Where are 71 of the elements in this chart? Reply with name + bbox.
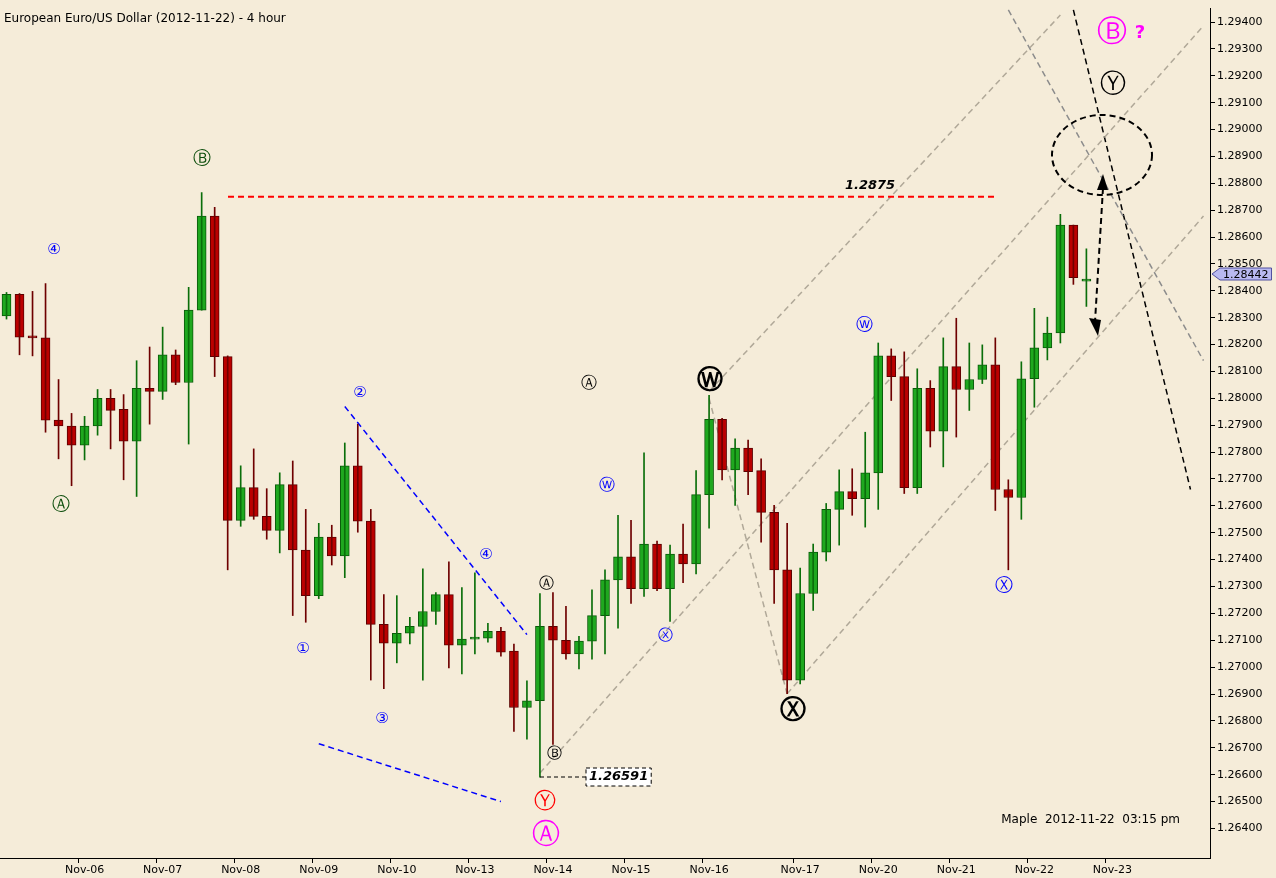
chart-title: European Euro/US Dollar (2012-11-22) - 4 hour bbox=[4, 10, 286, 25]
y-tick-label: 1.29300 bbox=[1217, 41, 1263, 55]
annotation: Ⓧ bbox=[995, 573, 1013, 595]
annotation: ④ bbox=[47, 239, 61, 258]
y-tick-label: 1.29400 bbox=[1217, 14, 1263, 28]
y-tick-label: 1.28100 bbox=[1217, 364, 1263, 378]
annotation: Ⓧ bbox=[780, 693, 806, 724]
annotation: Ⓨ bbox=[1100, 67, 1126, 98]
y-tick-label: 1.28300 bbox=[1217, 310, 1263, 324]
x-tick-label: Nov-22 bbox=[1014, 863, 1054, 877]
x-tick-label: Nov-17 bbox=[780, 863, 820, 877]
annotation: Ⓐ bbox=[52, 492, 70, 514]
y-tick-label: 1.27200 bbox=[1217, 606, 1263, 620]
x-tick-label: Nov-13 bbox=[455, 863, 495, 877]
annotation: Ⓦ bbox=[697, 363, 723, 394]
annotation: ⓦ bbox=[599, 475, 615, 495]
y-tick-label: 1.26500 bbox=[1217, 794, 1263, 808]
y-tick-label: 1.26400 bbox=[1217, 821, 1263, 835]
y-tick-label: 1.29000 bbox=[1217, 122, 1263, 136]
y-tick-label: 1.27800 bbox=[1217, 444, 1263, 458]
x-tick-label: Nov-16 bbox=[689, 863, 729, 877]
x-tick-label: Nov-21 bbox=[936, 863, 976, 877]
x-tick-label: Nov-07 bbox=[143, 863, 183, 877]
x-tick-label: Nov-14 bbox=[533, 863, 573, 877]
x-tick-label: Nov-09 bbox=[299, 863, 339, 877]
annotation: ④ bbox=[479, 544, 493, 563]
text: 1.28442 bbox=[1223, 267, 1269, 281]
y-tick-label: 1.29100 bbox=[1217, 95, 1263, 109]
annotation: Ⓑ bbox=[546, 743, 562, 762]
y-tick-label: 1.26600 bbox=[1217, 767, 1263, 781]
annotation: Ⓐ bbox=[538, 573, 554, 592]
y-tick-label: 1.27400 bbox=[1217, 552, 1263, 566]
annotation: ① bbox=[296, 638, 310, 657]
y-tick-label: 1.28200 bbox=[1217, 337, 1263, 351]
y-tick-label: 1.28400 bbox=[1217, 283, 1263, 297]
annotation: ? bbox=[1134, 20, 1146, 42]
y-tick-label: 1.28600 bbox=[1217, 229, 1263, 243]
y-tick-label: 1.26900 bbox=[1217, 686, 1263, 700]
annotation: 1.26591 bbox=[589, 768, 649, 784]
x-tick-label: Nov-08 bbox=[221, 863, 261, 877]
annotation: Ⓐ bbox=[581, 373, 597, 393]
x-tick-label: Nov-10 bbox=[377, 863, 417, 877]
annotation: ⓦ bbox=[855, 314, 873, 335]
annotation: ② bbox=[353, 382, 367, 401]
y-tick-label: 1.27000 bbox=[1217, 660, 1263, 674]
annotation: Ⓐ bbox=[532, 817, 560, 851]
y-tick-label: 1.27100 bbox=[1217, 633, 1263, 647]
y-tick-label: 1.26700 bbox=[1217, 740, 1263, 754]
y-tick-label: 1.27300 bbox=[1217, 579, 1263, 593]
annotation: ③ bbox=[375, 708, 389, 727]
y-tick-label: 1.27600 bbox=[1217, 498, 1263, 512]
ref-line-label: 1.2875 bbox=[844, 176, 896, 192]
y-tick-label: 1.26800 bbox=[1217, 713, 1263, 727]
y-tick-label: 1.27700 bbox=[1217, 471, 1263, 485]
x-tick-label: Nov-20 bbox=[858, 863, 898, 877]
y-tick-label: 1.27500 bbox=[1217, 525, 1263, 539]
y-tick-label: 1.29200 bbox=[1217, 68, 1263, 82]
x-tick-label: Nov-23 bbox=[1092, 863, 1132, 877]
y-tick-label: 1.28700 bbox=[1217, 203, 1263, 217]
y-tick-label: 1.27900 bbox=[1217, 418, 1263, 432]
annotation: Ⓨ bbox=[534, 787, 556, 813]
y-tick-label: 1.28500 bbox=[1217, 256, 1263, 270]
x-tick-label: Nov-06 bbox=[65, 863, 105, 877]
y-tick-label: 1.28000 bbox=[1217, 391, 1263, 405]
annotation: Ⓑ bbox=[1097, 12, 1127, 48]
annotation: Maple 2012-11-22 03:15 pm bbox=[1001, 812, 1180, 827]
y-tick-label: 1.28800 bbox=[1217, 176, 1263, 190]
x-tick-label: Nov-15 bbox=[611, 863, 651, 877]
y-tick-label: 1.28900 bbox=[1217, 149, 1263, 163]
annotation: ⓧ bbox=[657, 625, 673, 644]
annotation: Ⓑ bbox=[193, 146, 211, 168]
